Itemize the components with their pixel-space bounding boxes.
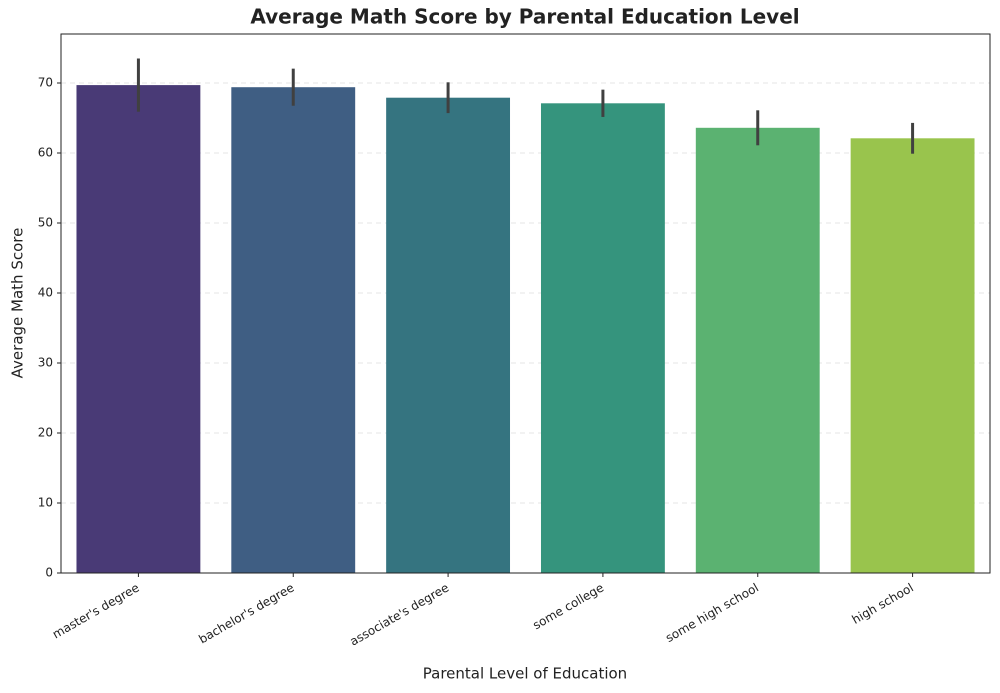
y-tick-label: 50 (38, 216, 53, 230)
y-tick-label: 20 (38, 426, 53, 440)
y-tick-label: 30 (38, 356, 53, 370)
bar (231, 87, 356, 573)
y-tick-label: 10 (38, 496, 53, 510)
y-tick-label: 70 (38, 76, 53, 90)
x-tick-label: some college (530, 581, 606, 633)
y-tick-label: 40 (38, 286, 53, 300)
bar (695, 127, 820, 574)
x-tick-label: bachelor's degree (196, 581, 296, 647)
plot-frame (60, 33, 991, 574)
y-axis-label: Average Math Score (9, 228, 27, 379)
x-tick-label: some high school (663, 581, 761, 646)
x-tick-label: master's degree (50, 581, 142, 642)
bar (76, 85, 201, 573)
bar (850, 138, 975, 574)
y-tick-label: 0 (45, 566, 53, 580)
chart-title: Average Math Score by Parental Education… (250, 5, 799, 29)
x-tick-label: associate's degree (347, 581, 451, 649)
x-tick-label: high school (850, 581, 916, 627)
x-axis-label: Parental Level of Education (423, 665, 627, 683)
y-tick-label: 60 (38, 146, 53, 160)
bar (386, 97, 511, 573)
bar (540, 103, 665, 574)
